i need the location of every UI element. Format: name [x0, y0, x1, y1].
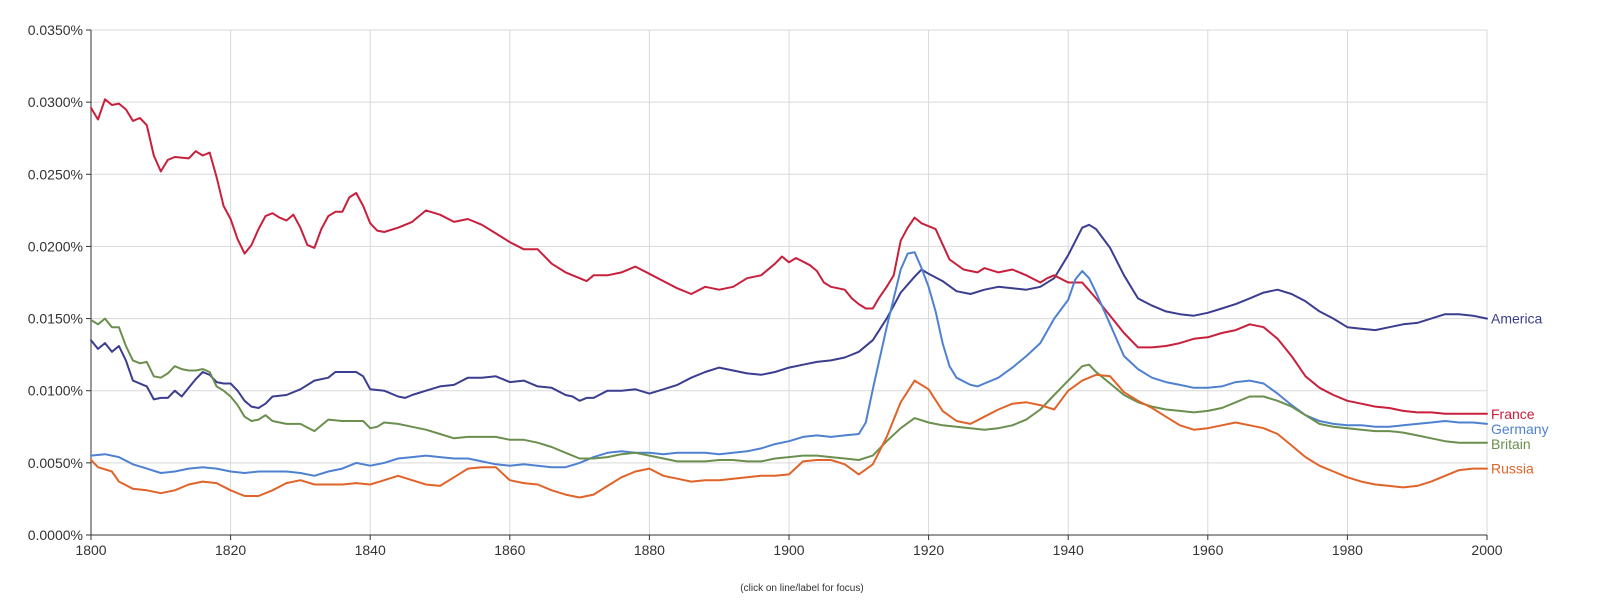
- y-tick-label: 0.0350%: [28, 22, 83, 38]
- y-tick-label: 0.0300%: [28, 94, 83, 110]
- x-tick-label: 1900: [773, 542, 804, 558]
- series-line-germany[interactable]: [90, 251, 1488, 477]
- gridlines: [91, 29, 1488, 535]
- x-tick-label: 1820: [215, 542, 246, 558]
- x-tick-label: 1800: [75, 542, 106, 558]
- y-tick-label: 0.0200%: [28, 238, 83, 254]
- legend-label-france[interactable]: France: [1491, 406, 1535, 422]
- x-tick-label: 1940: [1053, 542, 1084, 558]
- y-tick-label: 0.0250%: [28, 166, 83, 182]
- y-axis-ticks: 0.0000% 0.0050% 0.0100% 0.0150% 0.0200% 0.025…: [28, 22, 91, 543]
- series-lines[interactable]: [90, 98, 1488, 499]
- x-tick-label: 1840: [355, 542, 386, 558]
- y-tick-label: 0.0000%: [28, 527, 83, 543]
- series-line-russia[interactable]: [90, 373, 1488, 499]
- legend-label-russia[interactable]: Russia: [1491, 461, 1534, 477]
- x-tick-label: 1880: [634, 542, 665, 558]
- x-tick-label: 1980: [1332, 542, 1363, 558]
- x-axis-ticks: 1800 1820 1840 1860 1880 1900 1920 1940 1960 1980…: [75, 535, 1503, 558]
- series-line-america[interactable]: [90, 223, 1488, 409]
- legend-label-germany[interactable]: Germany: [1491, 421, 1549, 437]
- y-tick-label: 0.0100%: [28, 383, 83, 399]
- axes: [90, 30, 1487, 536]
- x-tick-label: 1960: [1192, 542, 1223, 558]
- y-tick-label: 0.0050%: [28, 455, 83, 471]
- series-line-france[interactable]: [90, 98, 1488, 415]
- focus-hint: (click on line/label for focus): [740, 583, 864, 594]
- legend-label-america[interactable]: America: [1491, 311, 1543, 327]
- x-tick-label: 2000: [1471, 542, 1502, 558]
- y-tick-label: 0.0150%: [28, 311, 83, 327]
- legend-label-britain[interactable]: Britain: [1491, 436, 1531, 452]
- x-tick-label: 1920: [913, 542, 944, 558]
- series-line-britain[interactable]: [90, 317, 1488, 463]
- x-tick-label: 1860: [494, 542, 525, 558]
